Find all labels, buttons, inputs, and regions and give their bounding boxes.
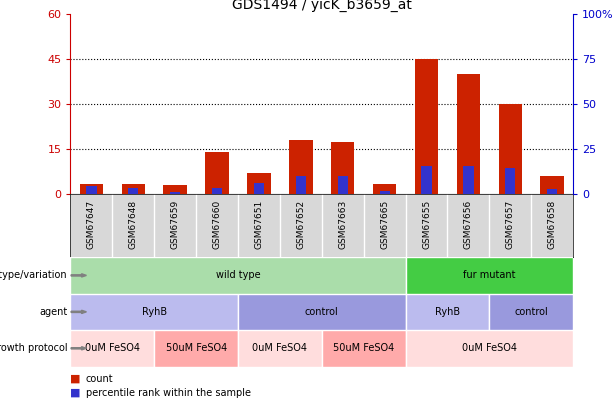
- Text: agent: agent: [39, 307, 67, 317]
- Bar: [154, 330, 238, 367]
- Text: fur mutant: fur mutant: [463, 271, 516, 280]
- Bar: [247, 173, 271, 194]
- Text: GSM67658: GSM67658: [547, 199, 557, 249]
- Bar: [80, 184, 103, 194]
- Bar: [238, 330, 322, 367]
- Text: 0uM FeSO4: 0uM FeSO4: [253, 343, 308, 353]
- Bar: [70, 294, 238, 330]
- Text: GSM67647: GSM67647: [87, 199, 96, 249]
- Text: count: count: [86, 374, 113, 384]
- Bar: [121, 184, 145, 194]
- Bar: [379, 191, 390, 194]
- Text: genotype/variation: genotype/variation: [0, 271, 67, 280]
- Bar: [254, 183, 264, 194]
- Bar: [505, 168, 516, 194]
- Text: 50uM FeSO4: 50uM FeSO4: [166, 343, 227, 353]
- Bar: [170, 192, 180, 194]
- Text: control: control: [305, 307, 339, 317]
- Bar: [338, 177, 348, 194]
- Text: ■: ■: [70, 374, 85, 384]
- Text: GSM67648: GSM67648: [129, 199, 138, 249]
- Bar: [406, 330, 573, 367]
- Bar: [547, 189, 557, 194]
- Bar: [463, 166, 474, 194]
- Text: GSM67651: GSM67651: [254, 199, 264, 249]
- Bar: [205, 152, 229, 194]
- Bar: [70, 330, 154, 367]
- Bar: [86, 186, 97, 194]
- Bar: [331, 142, 354, 194]
- Bar: [322, 330, 406, 367]
- Bar: [128, 188, 139, 194]
- Text: GSM67660: GSM67660: [213, 199, 222, 249]
- Text: control: control: [514, 307, 548, 317]
- Text: ■: ■: [70, 388, 85, 398]
- Text: growth protocol: growth protocol: [0, 343, 67, 353]
- Text: GSM67656: GSM67656: [464, 199, 473, 249]
- Text: GSM67657: GSM67657: [506, 199, 515, 249]
- Text: GSM67659: GSM67659: [170, 199, 180, 249]
- Text: wild type: wild type: [216, 271, 261, 280]
- Bar: [212, 188, 223, 194]
- Bar: [164, 185, 187, 194]
- Bar: [406, 294, 489, 330]
- Text: 0uM FeSO4: 0uM FeSO4: [462, 343, 517, 353]
- Text: 50uM FeSO4: 50uM FeSO4: [333, 343, 394, 353]
- Bar: [457, 74, 480, 194]
- Text: percentile rank within the sample: percentile rank within the sample: [86, 388, 251, 398]
- Bar: [70, 257, 406, 294]
- Text: 0uM FeSO4: 0uM FeSO4: [85, 343, 140, 353]
- Bar: [406, 257, 573, 294]
- Bar: [421, 166, 432, 194]
- Bar: [373, 184, 397, 194]
- Text: GSM67652: GSM67652: [296, 199, 305, 249]
- Title: GDS1494 / yicK_b3659_at: GDS1494 / yicK_b3659_at: [232, 0, 412, 12]
- Bar: [541, 177, 564, 194]
- Bar: [498, 104, 522, 194]
- Bar: [289, 140, 313, 194]
- Text: RyhB: RyhB: [435, 307, 460, 317]
- Bar: [238, 294, 406, 330]
- Bar: [415, 59, 438, 194]
- Text: GSM67655: GSM67655: [422, 199, 431, 249]
- Bar: [489, 294, 573, 330]
- Text: RyhB: RyhB: [142, 307, 167, 317]
- Text: GSM67665: GSM67665: [380, 199, 389, 249]
- Bar: [295, 177, 306, 194]
- Text: GSM67663: GSM67663: [338, 199, 348, 249]
